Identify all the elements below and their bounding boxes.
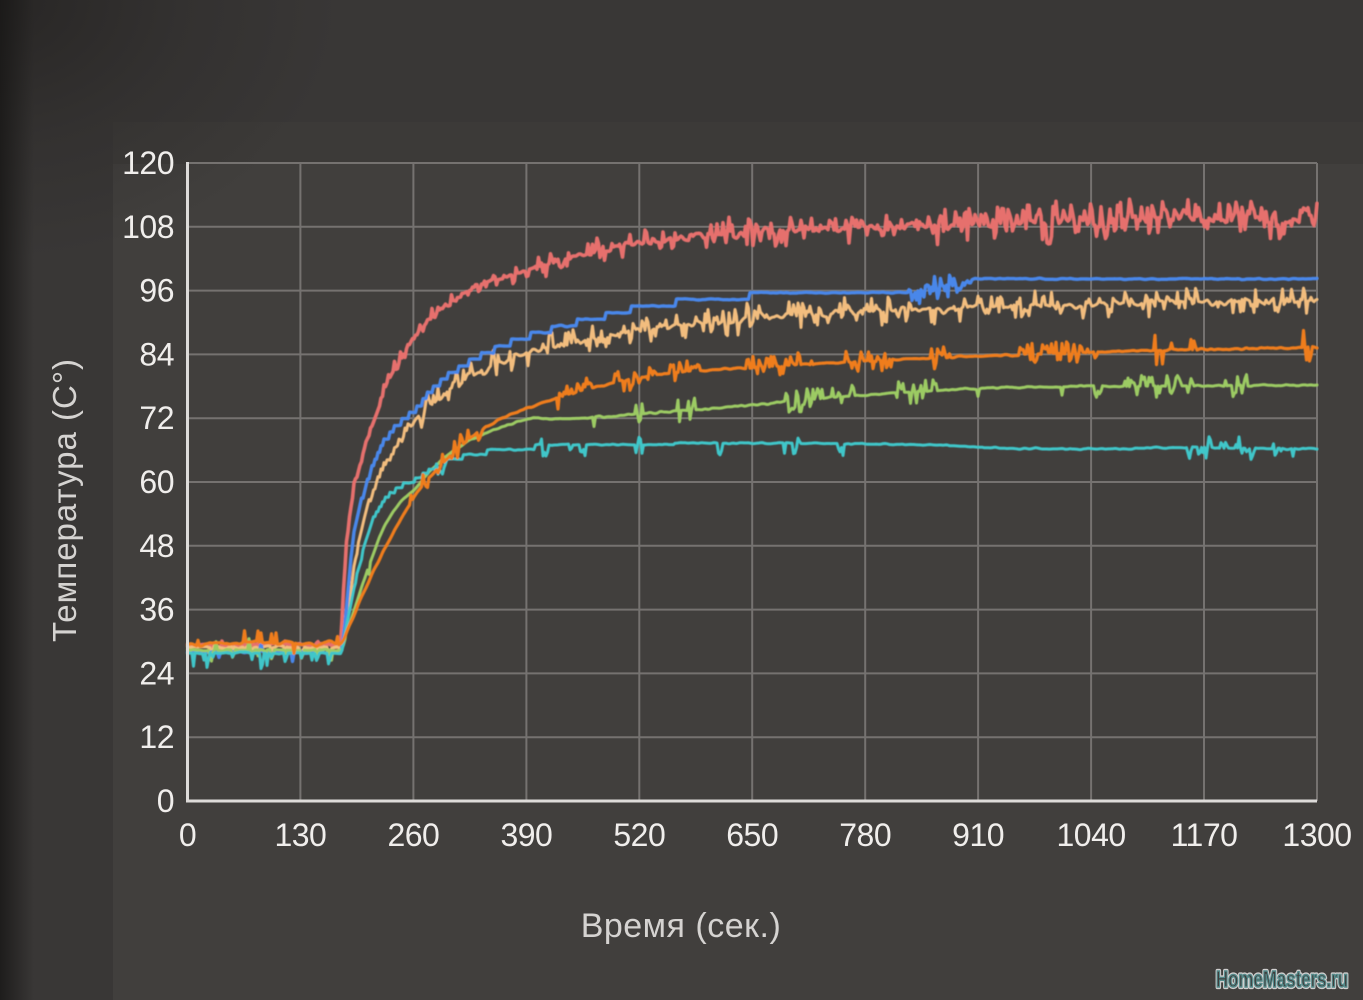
svg-text:0: 0 bbox=[179, 817, 196, 853]
svg-text:HomeMasters.ru: HomeMasters.ru bbox=[1216, 966, 1348, 992]
svg-text:Температура (C°): Температура (C°) bbox=[46, 358, 83, 642]
svg-text:36: 36 bbox=[139, 592, 174, 628]
svg-text:1170: 1170 bbox=[1171, 817, 1238, 853]
svg-text:0: 0 bbox=[157, 783, 174, 819]
svg-text:260: 260 bbox=[387, 817, 439, 853]
svg-text:108: 108 bbox=[122, 209, 174, 245]
svg-text:24: 24 bbox=[139, 655, 174, 691]
svg-text:650: 650 bbox=[726, 817, 778, 853]
svg-text:120: 120 bbox=[122, 145, 174, 181]
svg-text:96: 96 bbox=[139, 273, 174, 309]
svg-text:1300: 1300 bbox=[1282, 817, 1351, 853]
svg-text:130: 130 bbox=[274, 817, 326, 853]
svg-text:390: 390 bbox=[500, 817, 552, 853]
svg-text:HomeMasters.ru: HomeMasters.ru bbox=[1216, 966, 1348, 992]
svg-text:910: 910 bbox=[952, 817, 1004, 853]
svg-text:1040: 1040 bbox=[1057, 817, 1126, 853]
svg-text:72: 72 bbox=[139, 400, 174, 436]
svg-text:520: 520 bbox=[613, 817, 665, 853]
svg-text:84: 84 bbox=[139, 336, 174, 372]
svg-text:48: 48 bbox=[139, 528, 174, 564]
svg-text:12: 12 bbox=[139, 719, 174, 755]
svg-text:Время (сек.): Время (сек.) bbox=[581, 907, 782, 945]
svg-text:780: 780 bbox=[839, 817, 891, 853]
svg-text:60: 60 bbox=[139, 464, 174, 500]
